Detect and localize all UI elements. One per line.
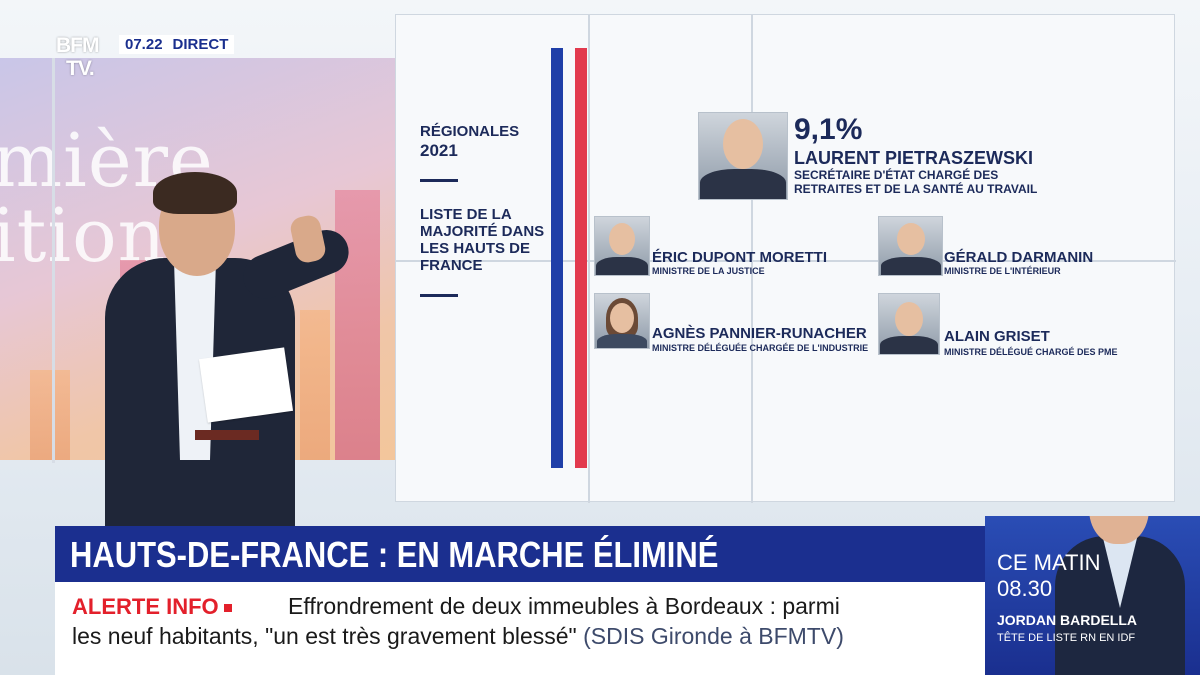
guest-photo <box>1055 516 1185 675</box>
news-ticker: ALERTE INFO Effrondrement de deux immeub… <box>55 582 985 675</box>
headline-text: HAUTS-DE-FRANCE : EN MARCHE ÉLIMINÉ <box>70 534 719 575</box>
alert-dot-icon <box>223 604 232 613</box>
person-portrait <box>594 293 650 349</box>
flag-stripe-blue <box>551 48 563 468</box>
screen-seam <box>52 58 55 463</box>
flag-stripe-red <box>575 48 587 468</box>
upcoming-guest-promo: CE MATIN 08.30 JORDAN BARDELLA TÊTE DE L… <box>985 516 1200 675</box>
skyline-tower <box>30 370 70 460</box>
ticker-line-2: les neuf habitants, "un est très graveme… <box>72 623 844 650</box>
board-rule <box>420 179 458 182</box>
person-role: MINISTRE DE LA JUSTICE <box>652 266 765 276</box>
score-value: 9,1% <box>794 113 863 146</box>
promo-label: CE MATIN <box>997 550 1101 575</box>
person-portrait <box>878 293 940 355</box>
ticker-line-2-text: les neuf habitants, "un est très graveme… <box>72 623 577 649</box>
board-rule <box>420 294 458 297</box>
guest-name: JORDAN BARDELLA <box>997 612 1137 628</box>
ticker-source: (SDIS Gironde à BFMTV) <box>583 623 844 649</box>
lead-name: LAURENT PIETRASZEWSKI <box>794 148 1034 168</box>
live-label: DIRECT <box>172 36 229 53</box>
logo-line-2: TV. <box>66 57 95 80</box>
skyline-tower <box>335 190 380 460</box>
election-label: RÉGIONALES <box>420 123 520 140</box>
election-year: 2021 <box>420 141 458 160</box>
broadcast-time: 07.22 <box>125 36 163 53</box>
lead-role: SECRÉTAIRE D'ÉTAT CHARGÉ DES RETRAITES E… <box>794 168 1038 196</box>
presenter <box>95 168 356 538</box>
person-name: GÉRALD DARMANIN <box>944 249 1094 266</box>
person-role: MINISTRE DE L'INTÉRIEUR <box>944 266 1061 276</box>
live-bar: 07.22 DIRECT <box>119 35 235 54</box>
guest-role: TÊTE DE LISTE RN EN IDF <box>997 632 1136 644</box>
bfmtv-logo: BFM TV. <box>56 35 114 85</box>
list-label: LISTE DE LA MAJORITÉ DANS LES HAUTS DE F… <box>420 206 545 274</box>
person-portrait <box>878 216 943 276</box>
person-name: ALAIN GRISET <box>944 328 1050 345</box>
alert-text: ALERTE INFO <box>72 594 219 619</box>
ticker-line-1: Effrondrement de deux immeubles à Bordea… <box>288 593 840 619</box>
skyline-tower <box>300 310 330 460</box>
board-divider <box>396 260 1176 262</box>
promo-time: 08.30 <box>997 576 1053 601</box>
presenter-paper <box>198 347 294 423</box>
headline-banner: HAUTS-DE-FRANCE : EN MARCHE ÉLIMINÉ <box>55 526 985 582</box>
person-portrait <box>594 216 650 276</box>
lead-portrait <box>698 112 788 200</box>
board-divider <box>588 15 590 503</box>
results-board <box>395 14 1176 503</box>
board-divider <box>751 15 753 503</box>
person-role: MINISTRE DÉLÉGUÉE CHARGÉE DE L'INDUSTRIE <box>652 343 869 353</box>
person-name: ÉRIC DUPONT MORETTI <box>652 249 827 266</box>
logo-line-1: BFM <box>56 34 99 57</box>
person-name: AGNÈS PANNIER-RUNACHER <box>652 325 867 342</box>
alert-label: ALERTE INFO <box>72 594 232 620</box>
person-role: MINISTRE DÉLÉGUÉ CHARGÉ DES PME <box>944 347 1118 357</box>
